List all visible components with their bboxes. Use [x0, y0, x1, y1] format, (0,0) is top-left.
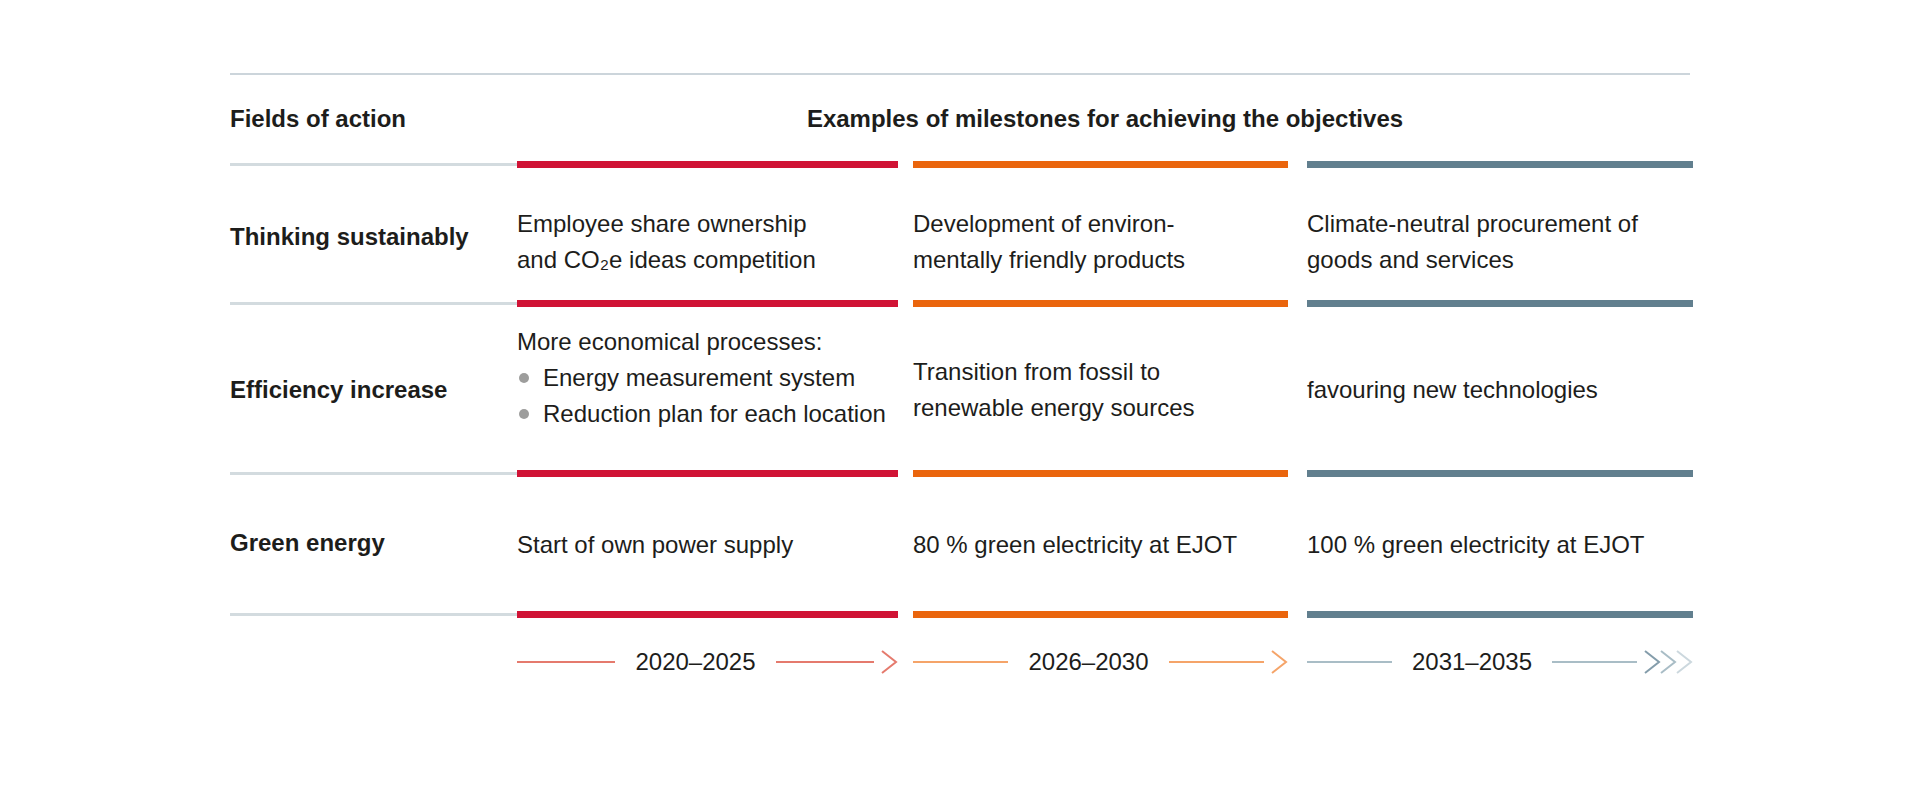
timeline-phase1: 2020–2025: [517, 640, 898, 684]
cell-line: Transition from fossil to: [913, 354, 1293, 390]
cell-r3-phase2: 80 % green electricity at EJOT: [913, 527, 1293, 563]
top-divider: [230, 73, 1690, 75]
cell-r2-phase3: favouring new technologies: [1307, 372, 1697, 408]
label-column-divider: [230, 163, 517, 166]
row-label-thinking-sustainably: Thinking sustainably: [230, 222, 515, 252]
cell-line: and CO₂e ideas competition: [517, 242, 902, 278]
phase2-bar: [913, 611, 1288, 618]
phase-bars-row-4: [0, 611, 1920, 618]
arrow-head-icon: [1270, 649, 1288, 675]
arrow-line: [913, 661, 1008, 663]
arrow-line: [1552, 661, 1637, 663]
phase2-bar: [913, 470, 1288, 477]
cell-line: renewable energy sources: [913, 390, 1293, 426]
timeline-phase3: 2031–2035: [1307, 640, 1693, 684]
phase1-bar: [517, 611, 898, 618]
cell-r1-phase1: Employee share ownership and CO₂e ideas …: [517, 206, 902, 278]
phase-bars-row-2: [0, 300, 1920, 307]
timeline: 2020–2025 2026–2030 2031–2035: [0, 640, 1920, 684]
label-column-divider: [230, 302, 517, 305]
phase3-bar: [1307, 470, 1693, 477]
phase-bars-row-1: [0, 161, 1920, 168]
timeline-dates-phase2: 2026–2030: [1020, 648, 1156, 676]
cell-r1-phase3: Climate-neutral procurement of goods and…: [1307, 206, 1697, 278]
triple-chevron-icon: [1675, 649, 1693, 675]
cell-r1-phase2: Development of environ- mentally friendl…: [913, 206, 1293, 278]
phase-bars-row-3: [0, 470, 1920, 477]
arrow-line: [517, 661, 615, 663]
cell-r2-phase1: More economical processes: Energy measur…: [517, 324, 902, 432]
arrow-line: [1169, 661, 1264, 663]
bullet-list: Energy measurement system Reduction plan…: [517, 360, 902, 432]
sustainability-roadmap-table: Fields of action Examples of milestones …: [0, 0, 1920, 800]
phase1-bar: [517, 300, 898, 307]
cell-line: favouring new technologies: [1307, 372, 1697, 408]
phase1-bar: [517, 470, 898, 477]
cell-line: Development of environ-: [913, 206, 1293, 242]
bullet-item: Energy measurement system: [517, 360, 902, 396]
phase2-bar: [913, 300, 1288, 307]
phase3-bar: [1307, 611, 1693, 618]
cell-line: Climate-neutral procurement of: [1307, 206, 1697, 242]
cell-line: goods and services: [1307, 242, 1697, 278]
cell-r2-phase2: Transition from fossil to renewable ener…: [913, 354, 1293, 426]
cell-r3-phase1: Start of own power supply: [517, 527, 902, 563]
cell-r3-phase3: 100 % green electricity at EJOT: [1307, 527, 1697, 563]
cell-line: More economical processes:: [517, 324, 902, 360]
cell-line: 100 % green electricity at EJOT: [1307, 527, 1697, 563]
fields-of-action-header: Fields of action: [230, 104, 406, 134]
phase2-bar: [913, 161, 1288, 168]
timeline-phase2: 2026–2030: [913, 640, 1288, 684]
phase3-bar: [1307, 161, 1693, 168]
phase1-bar: [517, 161, 898, 168]
arrow-head-icon: [880, 649, 898, 675]
row-label-efficiency-increase: Efficiency increase: [230, 375, 515, 405]
row-label-green-energy: Green energy: [230, 528, 515, 558]
cell-line: 80 % green electricity at EJOT: [913, 527, 1293, 563]
cell-line: Start of own power supply: [517, 527, 902, 563]
timeline-dates-phase3: 2031–2035: [1404, 648, 1540, 676]
milestones-header: Examples of milestones for achieving the…: [517, 104, 1693, 134]
bullet-item: Reduction plan for each location: [517, 396, 902, 432]
cell-line: Employee share ownership: [517, 206, 902, 242]
cell-line: mentally friendly products: [913, 242, 1293, 278]
arrow-line: [776, 661, 874, 663]
label-column-divider: [230, 613, 517, 616]
phase3-bar: [1307, 300, 1693, 307]
arrow-line: [1307, 661, 1392, 663]
label-column-divider: [230, 472, 517, 475]
timeline-dates-phase1: 2020–2025: [627, 648, 763, 676]
